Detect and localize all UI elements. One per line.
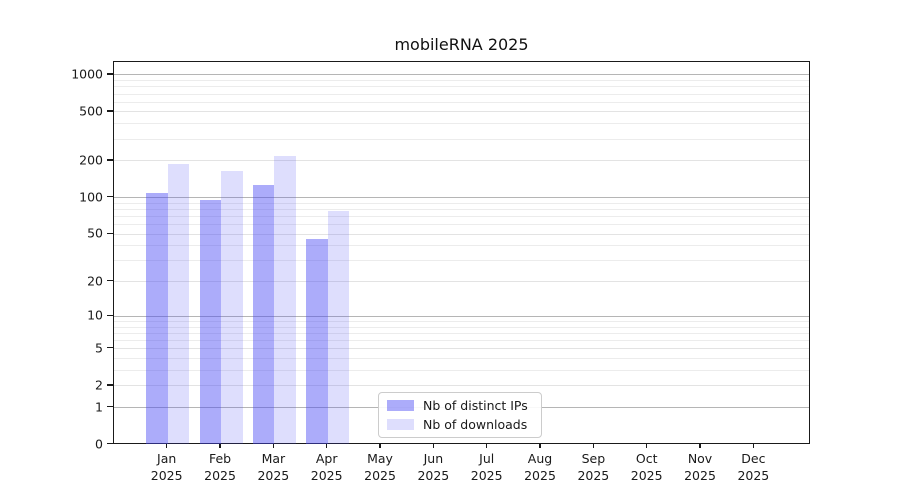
y-tick-200 bbox=[107, 159, 113, 161]
bar-jan-downloads bbox=[167, 163, 190, 444]
x-tick-label-sep: Sep 2025 bbox=[577, 451, 610, 483]
legend-swatch-distinct-ips bbox=[387, 400, 414, 411]
y-tick-label-0: 0 bbox=[95, 436, 103, 452]
x-tick-aug bbox=[539, 444, 541, 448]
legend: Nb of distinct IPs Nb of downloads bbox=[378, 392, 542, 438]
gridline-70 bbox=[114, 216, 809, 218]
y-tick-1000 bbox=[107, 73, 113, 75]
y-tick-label-500: 500 bbox=[79, 103, 103, 119]
gridline-20 bbox=[114, 281, 809, 283]
y-tick-label-50: 50 bbox=[87, 225, 103, 241]
gridline-3 bbox=[114, 369, 809, 371]
bar-mar-distinct-ips bbox=[252, 185, 275, 444]
x-tick-label-aug: Aug 2025 bbox=[524, 451, 556, 483]
x-tick-nov bbox=[699, 444, 701, 448]
y-tick-10 bbox=[107, 314, 113, 316]
x-tick-label-jul: Jul 2025 bbox=[470, 451, 503, 483]
legend-label-downloads: Nb of downloads bbox=[423, 417, 528, 432]
gridline-1000 bbox=[114, 74, 809, 76]
legend-row-distinct-ips: Nb of distinct IPs bbox=[387, 398, 533, 413]
y-tick-50 bbox=[107, 232, 113, 234]
chart-title: mobileRNA 2025 bbox=[394, 35, 529, 54]
gridline-500 bbox=[114, 111, 809, 113]
bar-mar-downloads bbox=[274, 155, 296, 444]
x-tick-label-may: May 2025 bbox=[364, 451, 396, 483]
y-tick-label-100: 100 bbox=[79, 189, 103, 205]
gridline-900 bbox=[114, 80, 809, 82]
x-tick-oct bbox=[646, 444, 648, 448]
x-tick-sep bbox=[592, 444, 594, 448]
y-tick-label-10: 10 bbox=[87, 307, 103, 323]
x-tick-dec bbox=[752, 444, 754, 448]
x-tick-label-oct: Oct 2025 bbox=[630, 451, 663, 483]
y-tick-label-20: 20 bbox=[87, 273, 103, 289]
y-tick-label-1000: 1000 bbox=[71, 66, 103, 82]
gridline-600 bbox=[114, 101, 809, 103]
x-tick-label-dec: Dec 2025 bbox=[737, 451, 770, 483]
bar-jan-distinct-ips bbox=[146, 192, 168, 444]
x-tick-label-feb: Feb 2025 bbox=[204, 451, 236, 483]
y-tick-1 bbox=[107, 406, 113, 408]
gridline-50 bbox=[114, 233, 809, 235]
bar-apr-downloads bbox=[327, 211, 350, 444]
legend-row-downloads: Nb of downloads bbox=[387, 417, 533, 432]
gridline-40 bbox=[114, 245, 809, 247]
y-tick-label-2: 2 bbox=[95, 377, 103, 393]
x-tick-feb bbox=[219, 444, 221, 448]
bar-feb-distinct-ips bbox=[199, 199, 222, 444]
legend-swatch-downloads bbox=[387, 419, 414, 430]
gridline-100 bbox=[114, 197, 809, 199]
y-tick-20 bbox=[107, 280, 113, 282]
gridline-60 bbox=[114, 224, 809, 226]
y-tick-label-200: 200 bbox=[79, 152, 103, 168]
gridline-9 bbox=[114, 320, 809, 322]
gridline-10 bbox=[114, 315, 809, 317]
y-tick-500 bbox=[107, 110, 113, 112]
gridline-800 bbox=[114, 86, 809, 88]
gridline-400 bbox=[114, 123, 809, 125]
x-tick-label-mar: Mar 2025 bbox=[257, 451, 290, 483]
x-tick-may bbox=[379, 444, 381, 448]
y-tick-100 bbox=[107, 196, 113, 198]
bar-feb-downloads bbox=[221, 171, 243, 444]
y-tick-0 bbox=[107, 443, 113, 445]
gridline-2 bbox=[114, 385, 809, 387]
x-tick-label-jan: Jan 2025 bbox=[150, 451, 183, 483]
y-tick-label-5: 5 bbox=[95, 340, 103, 356]
x-tick-label-jun: Jun 2025 bbox=[417, 451, 450, 483]
gridline-6 bbox=[114, 339, 809, 341]
gridline-7 bbox=[114, 332, 809, 334]
gridline-80 bbox=[114, 208, 809, 210]
gridline-8 bbox=[114, 326, 809, 328]
gridline-4 bbox=[114, 357, 809, 359]
bar-apr-distinct-ips bbox=[306, 238, 328, 444]
y-tick-5 bbox=[107, 347, 113, 349]
x-tick-label-nov: Nov 2025 bbox=[684, 451, 716, 483]
y-tick-label-1: 1 bbox=[95, 399, 103, 414]
x-tick-mar bbox=[272, 444, 274, 448]
x-tick-jun bbox=[432, 444, 434, 448]
x-tick-jan bbox=[166, 444, 168, 448]
gridline-5 bbox=[114, 348, 809, 350]
gridline-30 bbox=[114, 260, 809, 262]
plot-area bbox=[113, 61, 810, 444]
gridline-200 bbox=[114, 160, 809, 162]
gridline-90 bbox=[114, 202, 809, 204]
gridline-700 bbox=[114, 93, 809, 95]
legend-label-distinct-ips: Nb of distinct IPs bbox=[423, 398, 528, 413]
x-tick-jul bbox=[486, 444, 488, 448]
x-tick-label-apr: Apr 2025 bbox=[310, 451, 343, 483]
gridline-300 bbox=[114, 138, 809, 140]
y-tick-2 bbox=[107, 384, 113, 386]
x-tick-apr bbox=[326, 444, 328, 448]
